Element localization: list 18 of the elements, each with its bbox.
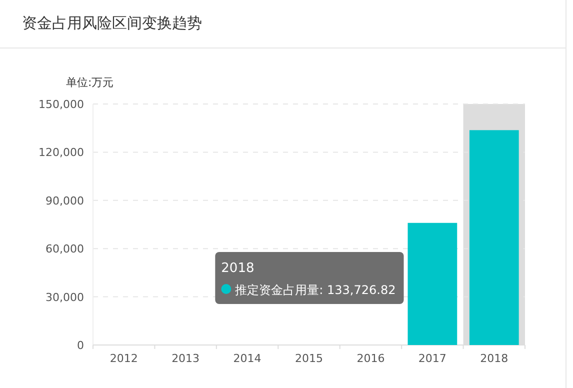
y-tick-label: 90,000 (46, 194, 84, 208)
y-tick-label: 150,000 (38, 98, 84, 111)
x-tick-label: 2018 (480, 352, 508, 365)
x-tick-label: 2014 (233, 352, 262, 365)
x-tick-label: 2017 (418, 352, 446, 365)
x-tick-label: 2016 (356, 352, 385, 365)
y-axis-title: 单位:万元 (66, 76, 114, 89)
y-tick-label: 30,000 (46, 290, 84, 304)
tooltip: 2018 推定资金占用量: 133,726.82 (215, 252, 404, 304)
x-tick-label: 2012 (110, 352, 138, 365)
x-tick-label: 2015 (295, 352, 323, 365)
x-tick-label: 2013 (172, 352, 200, 365)
y-tick-label: 60,000 (46, 242, 84, 256)
annotation: 2018 (221, 261, 254, 276)
chart-title: 资金占用风险区间变换趋势 (22, 14, 202, 32)
annotation: 推定资金占用量: 133,726.82 (235, 283, 396, 297)
y-tick-label: 0 (77, 339, 84, 352)
y-tick-label: 120,000 (38, 146, 84, 160)
